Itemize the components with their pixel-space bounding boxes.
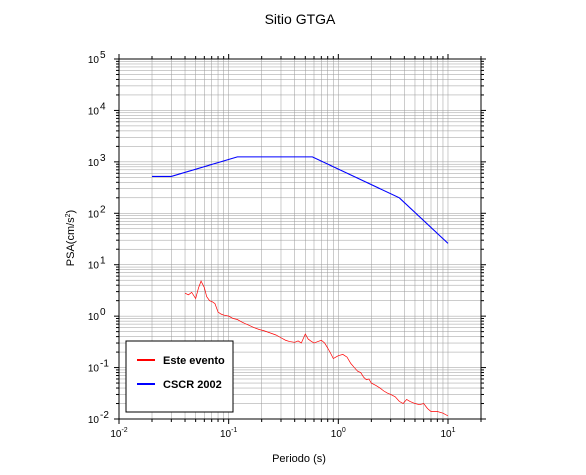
y-axis-title-close: ) bbox=[65, 210, 77, 214]
chart-title: Sitio GTGA bbox=[265, 11, 336, 27]
y-tick-label: 10 bbox=[88, 261, 100, 272]
y-tick-label: 10 bbox=[88, 158, 100, 169]
x-tick-label-base: 10 bbox=[440, 429, 452, 440]
legend-label-cscr-2002: CSCR 2002 bbox=[163, 379, 222, 391]
x-tick-label: 100 bbox=[331, 427, 346, 440]
legend-label-este-evento: Este evento bbox=[163, 355, 225, 367]
y-tick-label: 10 bbox=[88, 312, 100, 323]
x-tick-label: 101 bbox=[440, 427, 455, 440]
y-tick-label-exp: 1 bbox=[100, 256, 106, 267]
y-axis-title-sup: 2 bbox=[65, 213, 72, 217]
x-tick-label-base: 10 bbox=[110, 429, 122, 440]
ticks bbox=[114, 54, 486, 424]
legend: Este evento CSCR 2002 bbox=[125, 340, 234, 413]
x-tick-label: 10-2 bbox=[110, 427, 127, 440]
plot-frame bbox=[118, 58, 482, 420]
x-tick-label-exp: 1 bbox=[452, 427, 456, 434]
x-tick-label: 10-1 bbox=[220, 427, 237, 440]
y-tick-label: 10 bbox=[88, 415, 100, 426]
y-tick-label-exp: 0 bbox=[100, 307, 106, 318]
y-tick-label: 10 bbox=[88, 209, 100, 220]
y-axis-title: PSA(cm/s2) bbox=[65, 210, 77, 266]
y-tick-label: 10 bbox=[88, 106, 100, 117]
y-tick-label-exp: 5 bbox=[100, 50, 106, 61]
y-tick-label-exp: -2 bbox=[100, 410, 109, 421]
x-tick-label-exp: -1 bbox=[231, 427, 237, 434]
y-tick-label: 10 bbox=[88, 55, 100, 66]
y-axis-title-main: PSA(cm/s bbox=[65, 217, 77, 266]
legend-box bbox=[125, 340, 234, 413]
x-tick-label-base: 10 bbox=[220, 429, 232, 440]
x-tick-label-exp: -2 bbox=[121, 427, 127, 434]
grid bbox=[118, 58, 482, 420]
y-tick-label: 10 bbox=[88, 364, 100, 375]
y-tick-label-exp: -1 bbox=[100, 359, 109, 370]
x-axis-title: Periodo (s) bbox=[272, 453, 326, 465]
y-tick-label-exp: 4 bbox=[100, 101, 106, 112]
x-tick-label-base: 10 bbox=[331, 429, 343, 440]
y-tick-label-exp: 2 bbox=[100, 204, 106, 215]
x-tick-label-exp: 0 bbox=[342, 427, 346, 434]
series-layer bbox=[152, 156, 449, 417]
series-line-cscr-2002 bbox=[152, 156, 449, 244]
series-line-este-evento bbox=[184, 280, 449, 417]
x-tick-labels: 10-2 10-1 100 101 bbox=[110, 427, 455, 440]
y-tick-label-exp: 3 bbox=[100, 153, 106, 164]
